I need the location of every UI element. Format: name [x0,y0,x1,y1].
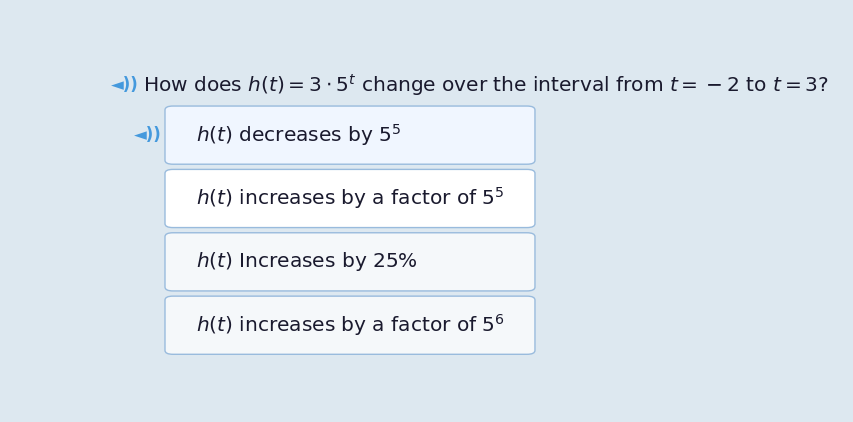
Text: ◄)): ◄)) [134,126,161,144]
FancyBboxPatch shape [165,296,534,354]
Text: $h(t)$ decreases by $5^5$: $h(t)$ decreases by $5^5$ [196,122,401,148]
FancyBboxPatch shape [165,233,534,291]
FancyBboxPatch shape [165,106,534,164]
Text: ◄)): ◄)) [111,76,138,94]
Text: $h(t)$ increases by a factor of $5^6$: $h(t)$ increases by a factor of $5^6$ [196,312,504,338]
Text: $h(t)$ Increases by 25%: $h(t)$ Increases by 25% [196,250,417,273]
Text: How does $h(t) = 3 \cdot 5^t$ change over the interval from $t = -2$ to $t = 3$?: How does $h(t) = 3 \cdot 5^t$ change ove… [143,72,828,98]
Text: $h(t)$ increases by a factor of $5^5$: $h(t)$ increases by a factor of $5^5$ [196,186,504,211]
FancyBboxPatch shape [165,169,534,227]
